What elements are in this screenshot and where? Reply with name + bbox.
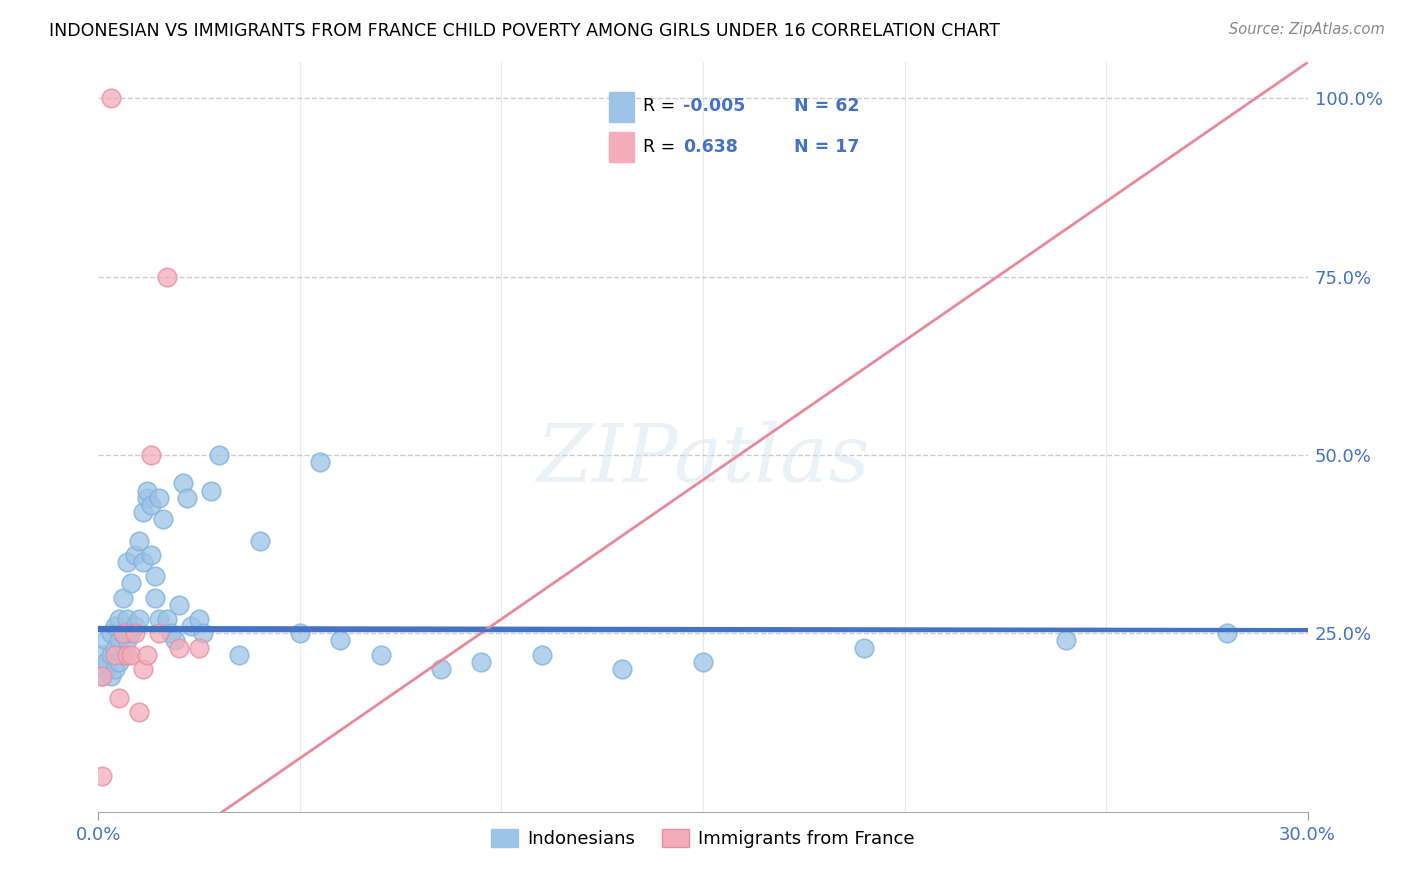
Point (115, 648, 138, 662)
Point (132, 662, 155, 676)
Point (124, 619, 146, 633)
Point (107, 655, 129, 669)
Point (200, 483, 222, 498)
Point (107, 633, 129, 648)
Point (370, 648, 392, 662)
Point (128, 705, 150, 719)
Point (1054, 633, 1077, 648)
Point (100, 91, 122, 105)
Point (329, 633, 352, 648)
Point (100, 648, 122, 662)
Point (96, 662, 118, 676)
Point (128, 612, 150, 626)
Point (143, 591, 166, 605)
Point (167, 640, 190, 655)
Point (91, 669, 114, 683)
Point (156, 269, 179, 284)
Point (139, 498, 162, 512)
Point (692, 655, 714, 669)
Point (148, 491, 170, 505)
Point (139, 448, 162, 462)
Point (120, 626, 142, 640)
Point (96, 655, 118, 669)
Point (470, 655, 492, 669)
Point (288, 626, 311, 640)
Point (91, 648, 114, 662)
Text: Source: ZipAtlas.com: Source: ZipAtlas.com (1229, 22, 1385, 37)
Point (152, 512, 174, 526)
Point (124, 626, 146, 640)
Point (167, 598, 190, 612)
Point (128, 533, 150, 548)
Point (148, 626, 170, 640)
Point (188, 612, 211, 626)
Point (91, 769, 114, 783)
Point (228, 648, 250, 662)
Point (103, 640, 125, 655)
Point (853, 640, 876, 655)
Point (91, 669, 114, 683)
Point (612, 662, 634, 676)
Point (103, 662, 125, 676)
Point (111, 591, 134, 605)
Point (100, 669, 122, 683)
Point (115, 633, 138, 648)
Point (107, 612, 129, 626)
Point (107, 690, 129, 705)
Point (124, 548, 146, 562)
Legend: Indonesians, Immigrants from France: Indonesians, Immigrants from France (484, 822, 922, 855)
Point (111, 626, 134, 640)
Point (176, 491, 198, 505)
Point (111, 648, 134, 662)
Point (143, 569, 166, 583)
Point (96, 633, 118, 648)
Point (115, 612, 138, 626)
Point (103, 619, 125, 633)
Point (103, 648, 125, 662)
Point (172, 476, 194, 491)
Text: ZIPatlas: ZIPatlas (536, 421, 870, 499)
Point (120, 648, 142, 662)
Point (208, 448, 231, 462)
Point (135, 648, 157, 662)
Point (309, 455, 332, 469)
Point (115, 555, 138, 569)
Point (132, 505, 155, 519)
Text: INDONESIAN VS IMMIGRANTS FROM FRANCE CHILD POVERTY AMONG GIRLS UNDER 16 CORRELAT: INDONESIAN VS IMMIGRANTS FROM FRANCE CHI… (49, 22, 1000, 40)
Point (1216, 626, 1239, 640)
Point (530, 648, 553, 662)
Point (163, 633, 186, 648)
Point (135, 483, 157, 498)
Point (180, 619, 202, 633)
Point (132, 555, 155, 569)
Point (430, 662, 453, 676)
Point (148, 612, 170, 626)
Point (193, 626, 215, 640)
Point (249, 533, 271, 548)
Point (160, 626, 183, 640)
Point (111, 626, 134, 640)
Point (156, 612, 179, 626)
Point (139, 548, 162, 562)
Point (100, 626, 122, 640)
Point (120, 576, 142, 591)
Point (135, 491, 157, 505)
Point (188, 640, 211, 655)
